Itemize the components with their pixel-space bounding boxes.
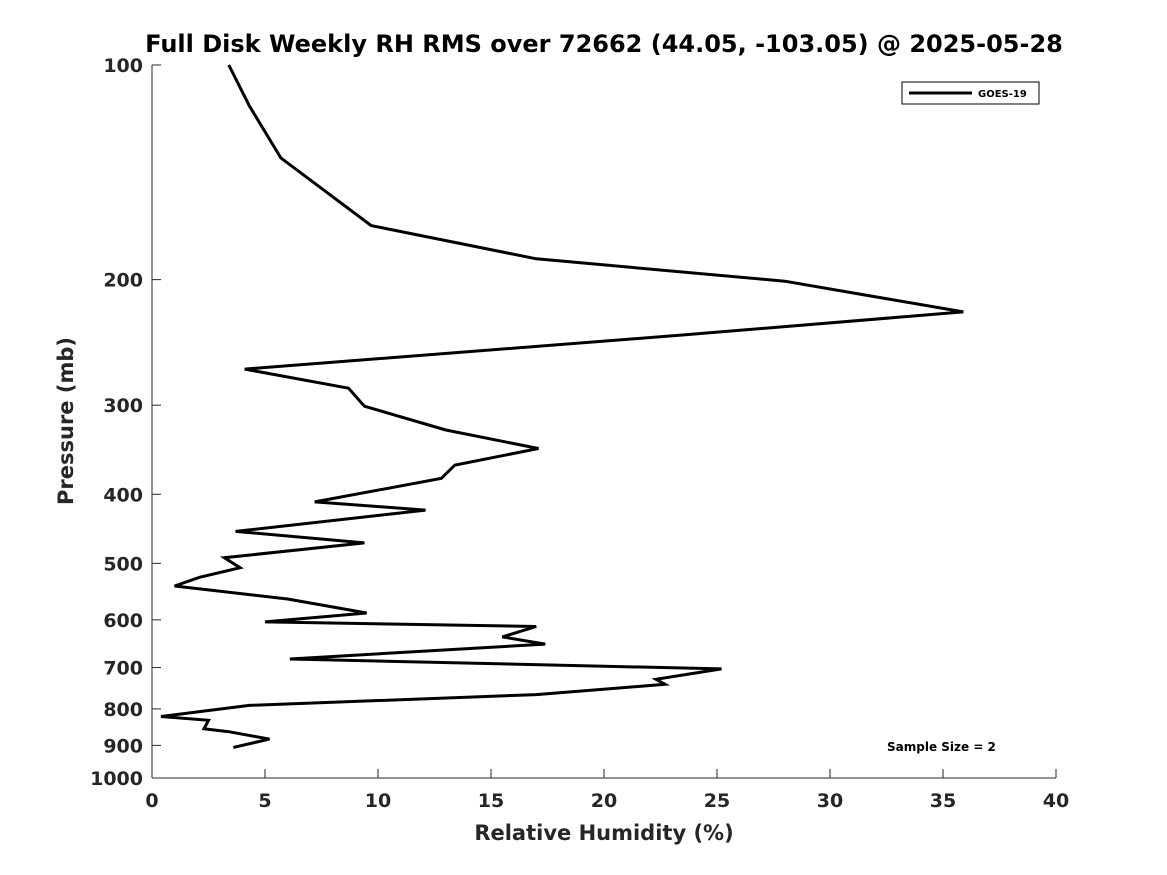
chart-title: Full Disk Weekly RH RMS over 72662 (44.0… xyxy=(145,30,1063,58)
y-tick-label: 300 xyxy=(103,395,143,417)
x-tick-label: 15 xyxy=(478,790,504,812)
sample-size-annotation: Sample Size = 2 xyxy=(887,740,996,754)
x-axis-title: Relative Humidity (%) xyxy=(474,821,733,845)
x-tick-label: 35 xyxy=(930,790,956,812)
y-tick-label: 400 xyxy=(103,484,143,506)
legend: GOES-19 xyxy=(901,81,1040,105)
x-tick-label: 20 xyxy=(591,790,617,812)
y-tick-label: 600 xyxy=(103,610,143,632)
x-tick-label: 10 xyxy=(365,790,391,812)
series-line-goes-19 xyxy=(160,64,964,749)
y-tick-label: 900 xyxy=(103,735,143,757)
y-tick-label: 100 xyxy=(103,55,143,77)
series-group xyxy=(160,64,964,749)
y-tick-label: 500 xyxy=(103,553,143,575)
y-axis-title: Pressure (mb) xyxy=(54,337,78,505)
y-axis: 100 200 300 400 500 600 700 800 900 1000 xyxy=(90,55,161,790)
y-tick-label: 200 xyxy=(103,270,143,292)
x-tick-label: 40 xyxy=(1043,790,1069,812)
y-tick-label: 1000 xyxy=(90,768,143,790)
y-tick-label: 700 xyxy=(103,658,143,680)
x-tick-label: 25 xyxy=(704,790,730,812)
legend-label: GOES-19 xyxy=(978,89,1027,100)
x-tick-label: 30 xyxy=(817,790,843,812)
y-tick-label: 800 xyxy=(103,699,143,721)
x-axis: 0 5 10 15 20 25 30 35 40 xyxy=(145,769,1069,812)
x-tick-label: 5 xyxy=(258,790,271,812)
x-tick-label: 0 xyxy=(145,790,158,812)
